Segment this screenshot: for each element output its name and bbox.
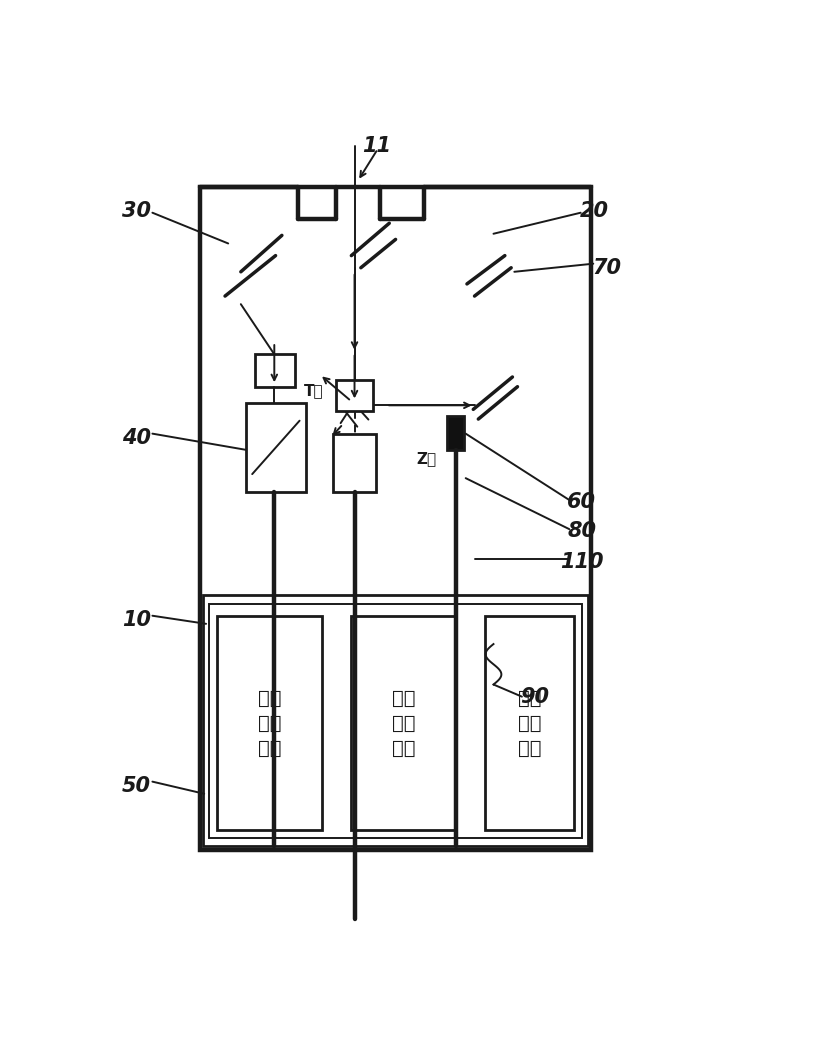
Bar bbox=[218, 616, 322, 830]
Bar bbox=[333, 434, 376, 492]
Text: 110: 110 bbox=[560, 552, 604, 572]
Text: 60: 60 bbox=[567, 493, 597, 513]
Bar bbox=[200, 187, 592, 850]
Bar bbox=[336, 380, 373, 411]
Text: Z扫: Z扫 bbox=[416, 452, 437, 467]
Text: 70: 70 bbox=[593, 257, 622, 277]
Text: 电机
驱动
电路: 电机 驱动 电路 bbox=[392, 688, 415, 758]
Text: 数据
处理
装置: 数据 处理 装置 bbox=[518, 688, 541, 758]
Text: T扫: T扫 bbox=[304, 383, 324, 397]
Text: 10: 10 bbox=[122, 610, 151, 630]
Bar bbox=[203, 596, 588, 846]
Bar bbox=[255, 354, 294, 387]
Text: 11: 11 bbox=[362, 137, 391, 157]
Text: 80: 80 bbox=[567, 520, 597, 541]
Text: 30: 30 bbox=[122, 201, 151, 221]
Text: 40: 40 bbox=[122, 428, 151, 448]
Bar bbox=[246, 403, 306, 492]
Bar bbox=[485, 616, 574, 830]
Bar bbox=[447, 416, 465, 450]
Text: 图像
控制
装置: 图像 控制 装置 bbox=[258, 688, 281, 758]
Text: 50: 50 bbox=[122, 776, 151, 796]
Bar bbox=[351, 616, 456, 830]
Text: 90: 90 bbox=[520, 686, 549, 706]
Bar bbox=[209, 603, 582, 839]
Text: 20: 20 bbox=[580, 201, 609, 221]
